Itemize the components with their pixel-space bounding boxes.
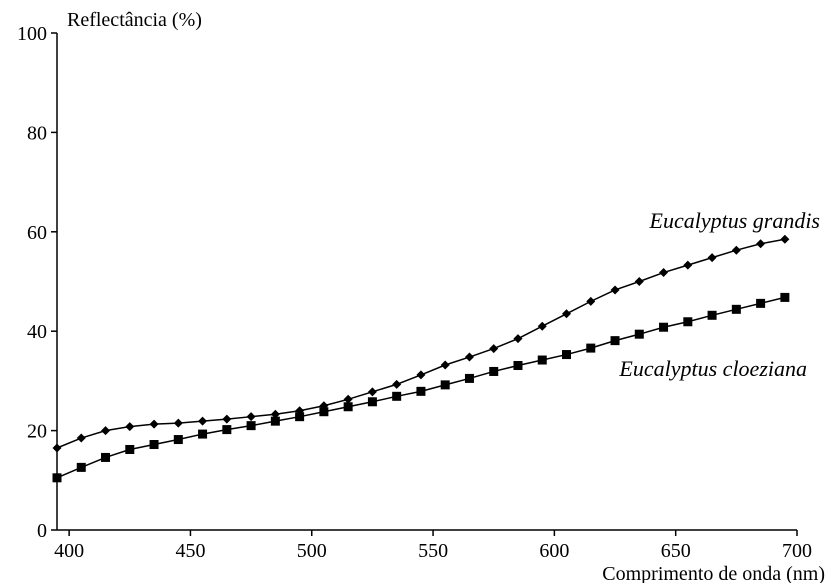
x-tick-label: 650 [661, 540, 691, 562]
data-point-diamond [150, 420, 159, 429]
data-point-diamond [683, 261, 692, 270]
data-point-square [101, 453, 110, 462]
data-point-square [659, 323, 668, 332]
data-point-square [222, 425, 231, 434]
data-point-square [247, 421, 256, 430]
data-point-diamond [53, 443, 62, 452]
data-point-diamond [441, 360, 450, 369]
data-point-diamond [392, 380, 401, 389]
y-tick-label: 60 [27, 222, 47, 244]
data-point-square [174, 435, 183, 444]
x-ticks: 400 450 500 550 600 650 700 [54, 530, 812, 562]
data-point-square [295, 412, 304, 421]
data-point-diamond [368, 387, 377, 396]
data-point-square [344, 402, 353, 411]
data-point-square [392, 392, 401, 401]
data-point-diamond [586, 297, 595, 306]
y-tick-label: 100 [17, 23, 47, 45]
x-axis-label: Comprimento de onda (nm) [602, 563, 825, 583]
data-point-square [732, 305, 741, 314]
data-point-diamond [538, 322, 547, 331]
plot-area: 0 20 40 60 80 100 400 450 500 550 600 650 700 Refle… [17, 9, 825, 583]
data-point-diamond [780, 235, 789, 244]
data-point-square [53, 473, 62, 482]
data-point-diamond [611, 285, 620, 294]
data-point-diamond [416, 370, 425, 379]
data-point-square [368, 397, 377, 406]
data-point-diamond [125, 422, 134, 431]
x-tick-label: 450 [175, 540, 205, 562]
data-point-diamond [659, 268, 668, 277]
data-point-diamond [708, 253, 717, 262]
data-point-square [319, 407, 328, 416]
data-point-square [635, 330, 644, 339]
data-point-square [465, 374, 474, 383]
y-ticks: 0 20 40 60 80 100 [17, 23, 57, 542]
data-point-diamond [247, 412, 256, 421]
data-point-diamond [513, 334, 522, 343]
x-tick-label: 400 [54, 540, 84, 562]
data-point-square [780, 293, 789, 302]
data-point-diamond [732, 246, 741, 255]
data-point-square [489, 367, 498, 376]
series-label-cloeziana: Eucalyptus cloeziana [618, 356, 807, 381]
data-point-diamond [77, 434, 86, 443]
x-tick-label: 600 [539, 540, 569, 562]
data-point-square [77, 463, 86, 472]
data-point-diamond [635, 277, 644, 286]
data-point-square [441, 380, 450, 389]
data-point-square [756, 299, 765, 308]
data-point-square [150, 440, 159, 449]
data-point-square [271, 417, 280, 426]
series-line-0 [57, 239, 785, 448]
data-point-square [586, 344, 595, 353]
y-tick-label: 0 [37, 520, 47, 542]
data-point-diamond [465, 353, 474, 362]
data-point-diamond [489, 344, 498, 353]
data-point-diamond [174, 419, 183, 428]
data-point-diamond [198, 417, 207, 426]
data-point-diamond [222, 415, 231, 424]
y-tick-label: 20 [27, 421, 47, 443]
data-point-square [708, 311, 717, 320]
data-point-square [611, 336, 620, 345]
y-tick-label: 40 [27, 321, 47, 343]
series-label-grandis: Eucalyptus grandis [649, 208, 821, 233]
data-point-square [562, 350, 571, 359]
data-point-square [416, 387, 425, 396]
x-tick-label: 700 [782, 540, 812, 562]
data-point-square [513, 361, 522, 370]
data-point-square [683, 317, 692, 326]
data-point-diamond [562, 309, 571, 318]
y-tick-label: 80 [27, 122, 47, 144]
x-tick-label: 550 [418, 540, 448, 562]
data-point-square [198, 430, 207, 439]
x-tick-label: 500 [297, 540, 327, 562]
y-axis-label: Reflectância (%) [67, 9, 202, 31]
data-point-diamond [101, 426, 110, 435]
data-point-diamond [756, 239, 765, 248]
data-point-square [538, 356, 547, 365]
data-point-square [125, 445, 134, 454]
